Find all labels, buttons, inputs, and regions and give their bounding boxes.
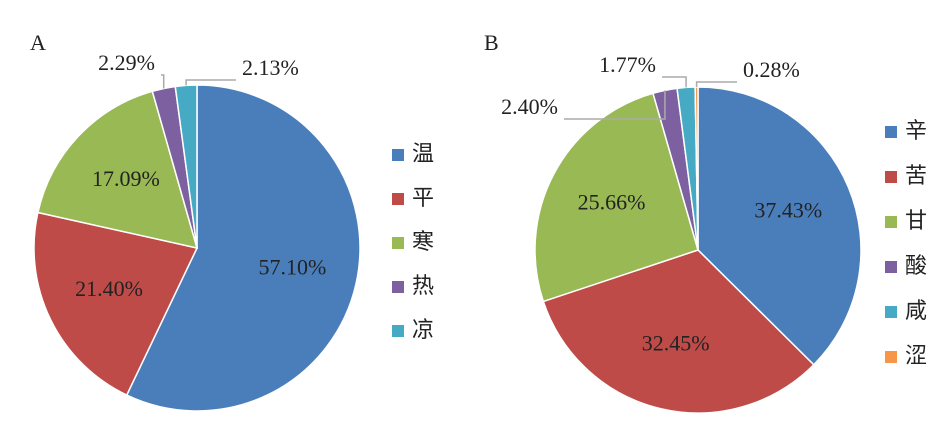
leader-line bbox=[161, 74, 165, 89]
legend-label: 苦 bbox=[905, 164, 927, 189]
leader-line bbox=[185, 79, 236, 86]
legend-swatch bbox=[392, 237, 404, 249]
legend-label: 咸 bbox=[905, 299, 927, 324]
legend-swatch bbox=[885, 306, 897, 318]
value-label: 32.45% bbox=[642, 330, 710, 355]
value-label: 2.29% bbox=[98, 50, 155, 75]
value-label: 17.09% bbox=[92, 166, 160, 191]
value-label: 0.28% bbox=[743, 57, 800, 82]
panel-label: A bbox=[30, 30, 46, 55]
leader-line bbox=[695, 81, 737, 88]
value-label: 2.40% bbox=[501, 94, 558, 119]
leader-line bbox=[662, 76, 687, 88]
legend-swatch bbox=[392, 149, 404, 161]
pie-slice bbox=[37, 90, 199, 250]
legend-label: 热 bbox=[412, 274, 434, 299]
legend-swatch bbox=[392, 193, 404, 205]
legend-label: 温 bbox=[412, 142, 434, 167]
value-label: 57.10% bbox=[258, 255, 326, 280]
pie-slice bbox=[697, 86, 862, 366]
legend-label: 凉 bbox=[412, 318, 434, 343]
legend-swatch bbox=[392, 281, 404, 293]
leader-line bbox=[564, 90, 666, 120]
panel-label: B bbox=[484, 30, 499, 55]
pie-slice bbox=[534, 92, 699, 303]
value-label: 37.43% bbox=[754, 197, 822, 222]
pie-slice bbox=[542, 249, 815, 414]
legend-swatch bbox=[885, 216, 897, 228]
legend-swatch bbox=[392, 325, 404, 337]
legend-label: 涩 bbox=[905, 344, 927, 369]
legend-label: 寒 bbox=[412, 230, 434, 255]
value-label: 25.66% bbox=[578, 189, 646, 214]
value-label: 2.13% bbox=[242, 55, 299, 80]
legend-label: 辛 bbox=[905, 119, 927, 144]
pie-slice bbox=[174, 84, 198, 249]
legend-label: 平 bbox=[412, 186, 434, 211]
value-label: 21.40% bbox=[75, 276, 143, 301]
value-label: 1.77% bbox=[599, 52, 656, 77]
legend-swatch bbox=[885, 171, 897, 183]
legend-label: 甘 bbox=[905, 209, 927, 234]
pie-slice bbox=[125, 84, 361, 412]
legend-swatch bbox=[885, 126, 897, 138]
pie-slice bbox=[33, 211, 199, 397]
legend-swatch bbox=[885, 351, 897, 363]
legend-swatch bbox=[885, 261, 897, 273]
legend-label: 酸 bbox=[905, 254, 927, 279]
